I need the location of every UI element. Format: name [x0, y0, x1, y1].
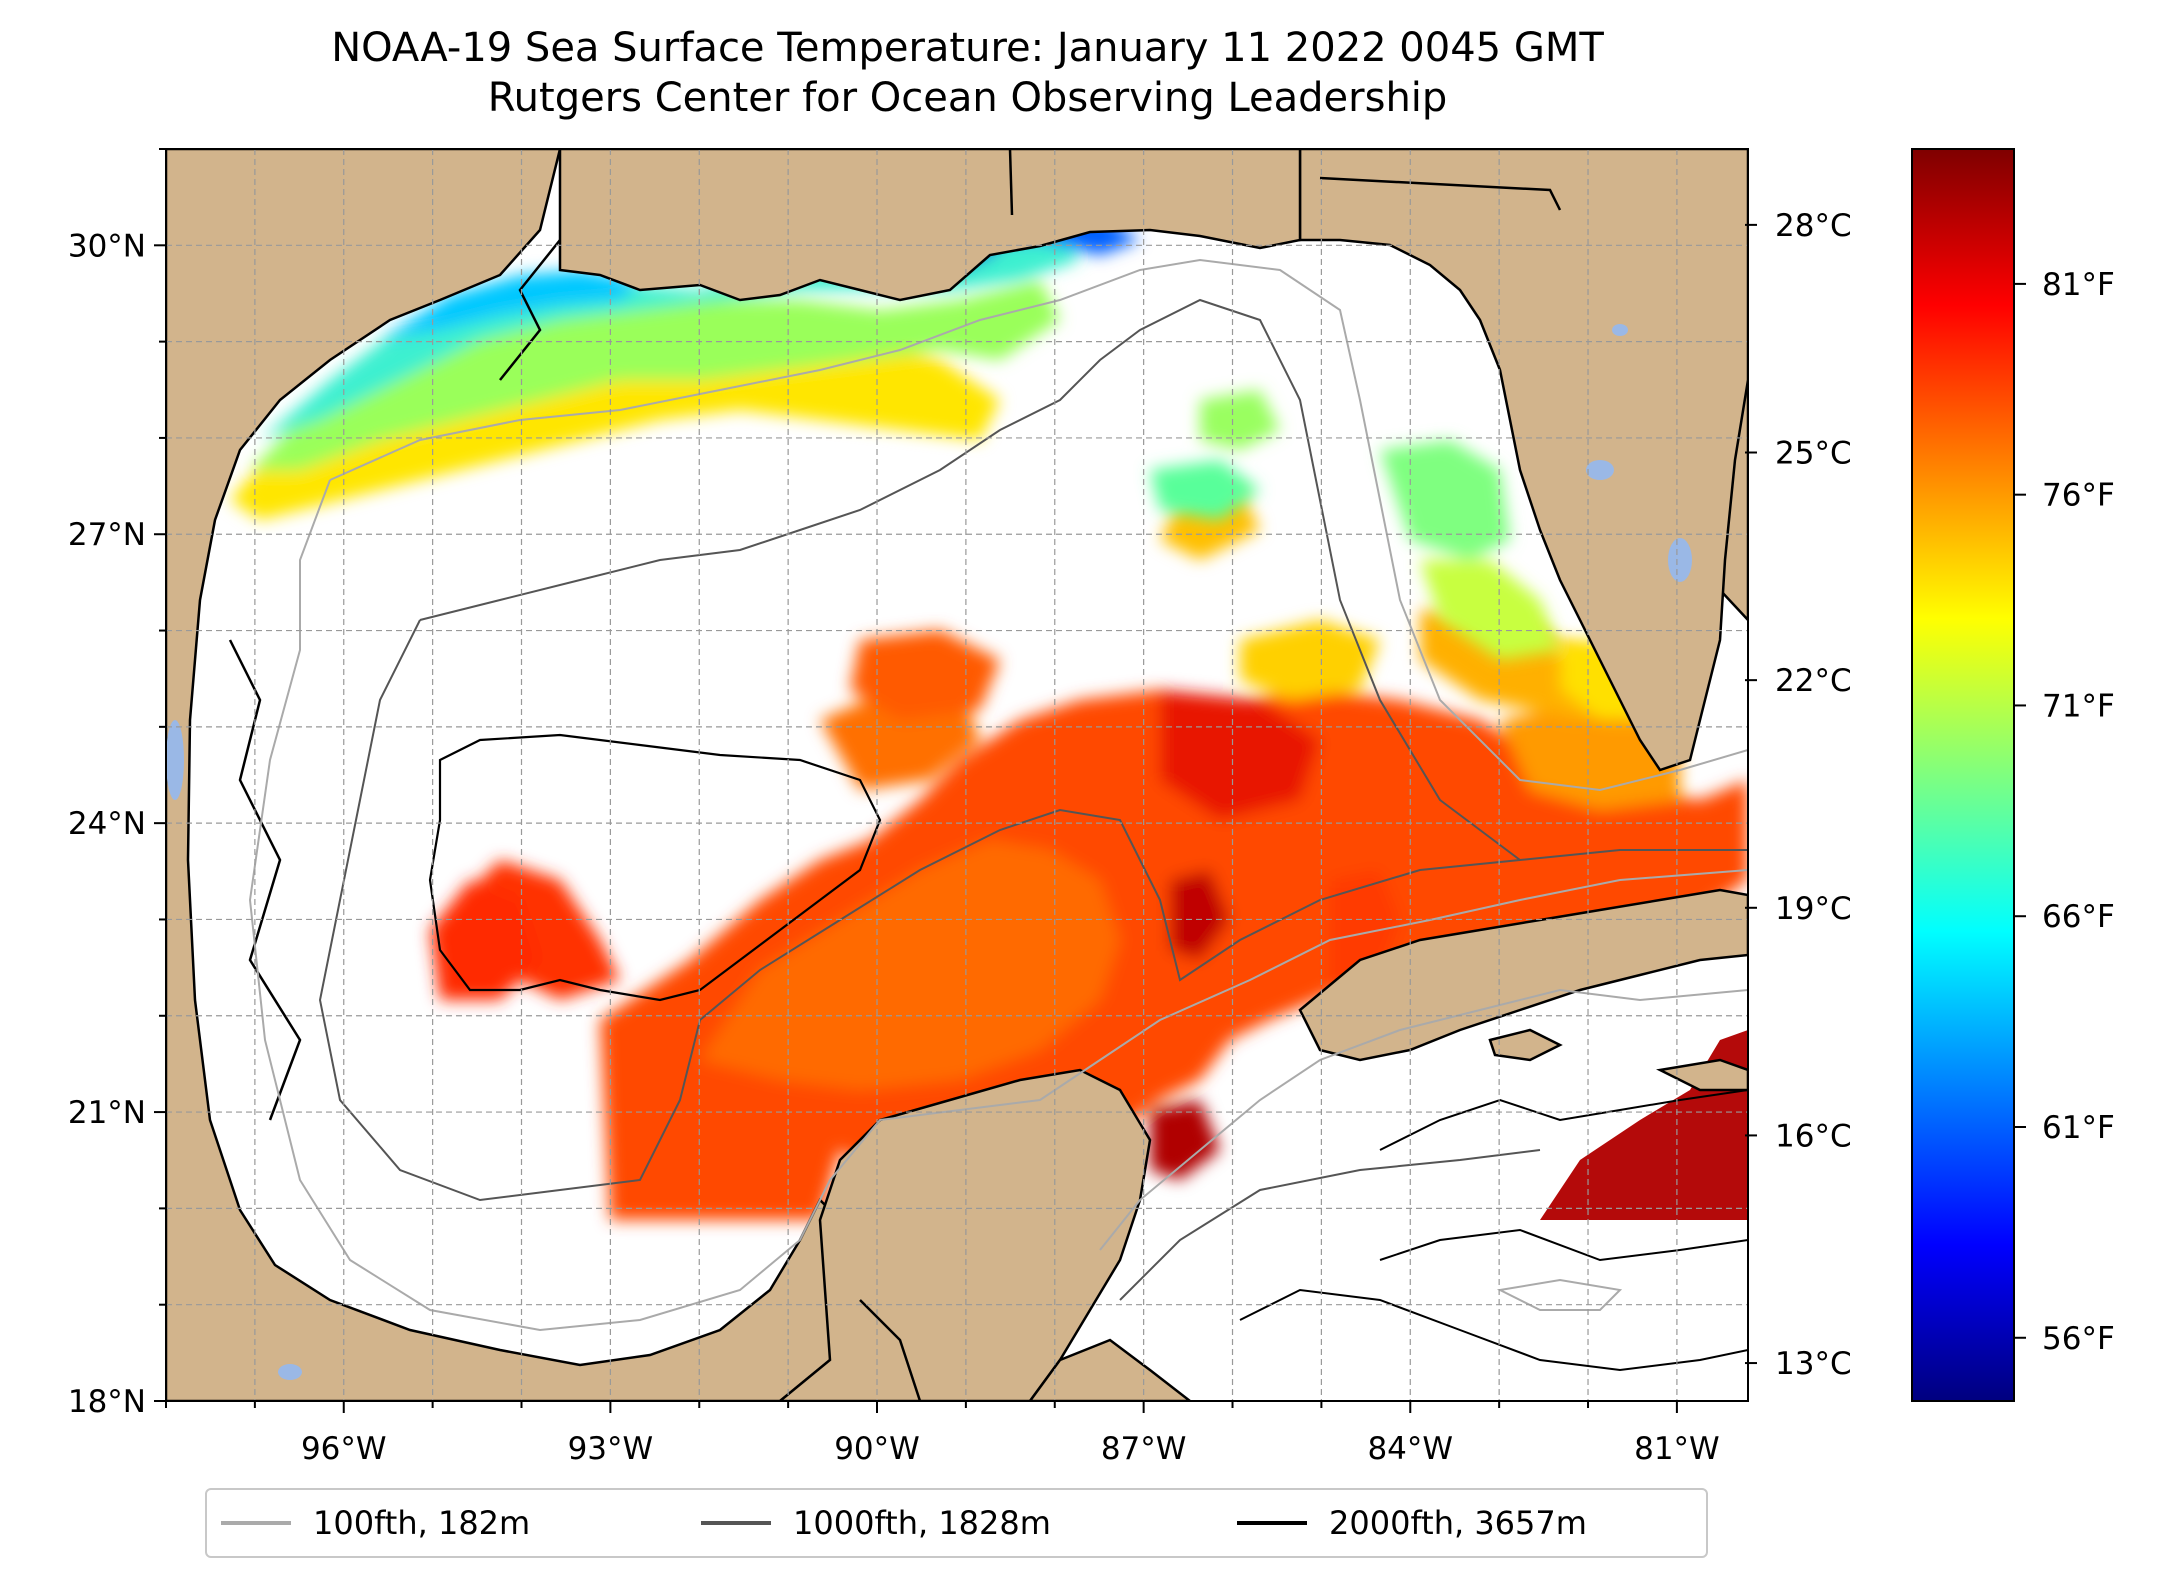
- lat-tick-label: 18°N: [68, 1384, 146, 1420]
- lon-tick-label: 84°W: [1367, 1431, 1453, 1467]
- lon-tick-label: 96°W: [301, 1431, 387, 1467]
- fahrenheit-tick-label: 61°F: [2042, 1110, 2115, 1146]
- celsius-tick-label: 16°C: [1775, 1118, 1852, 1154]
- celsius-tick-label: 28°C: [1775, 208, 1852, 244]
- map-frame: [165, 148, 1749, 1402]
- colorbar: [1911, 148, 2015, 1402]
- fahrenheit-tick-label: 71°F: [2042, 688, 2115, 724]
- legend-item-2000fth: 2000fth, 3657m: [1237, 1490, 1587, 1556]
- legend-item-100fth: 100fth, 182m: [221, 1490, 530, 1556]
- celsius-tick-label: 22°C: [1775, 663, 1852, 699]
- celsius-tick-label: 13°C: [1775, 1346, 1852, 1382]
- florida: [1298, 149, 1748, 772]
- lon-tick-label: 90°W: [834, 1431, 920, 1467]
- legend-label-1000fth: 1000fth, 1828m: [793, 1504, 1051, 1542]
- gulf-states: [558, 149, 1302, 302]
- fahrenheit-tick-label: 76°F: [2042, 478, 2115, 514]
- lakes: [166, 324, 1692, 1380]
- fahrenheit-tick-label: 56°F: [2042, 1321, 2115, 1357]
- celsius-tick-label: 25°C: [1775, 436, 1852, 472]
- lat-tick-label: 27°N: [68, 517, 146, 553]
- map-ticks: 96°W 93°W 90°W 87°W 84°W 81°W 30°N 27°N 24°N 21°N…: [68, 148, 1720, 1467]
- bathymetry-contours: [248, 258, 1748, 1372]
- legend: 100fth, 182m 1000fth, 1828m 2000fth, 365…: [205, 1488, 1708, 1558]
- gridlines: [166, 149, 1748, 1401]
- lon-tick-label: 81°W: [1634, 1431, 1720, 1467]
- lon-tick-label: 93°W: [568, 1431, 654, 1467]
- legend-label-100fth: 100fth, 182m: [313, 1504, 531, 1542]
- legend-swatch-2000fth: [1237, 1521, 1307, 1525]
- colorbar-ticks: 28°C 25°C 22°C 19°C 16°C 13°C 81°F 76°F 71°F 66°F…: [1745, 208, 2115, 1382]
- lat-tick-label: 30°N: [68, 228, 146, 264]
- legend-swatch-1000fth: [701, 1521, 771, 1525]
- title-line-2: Rutgers Center for Ocean Observing Leade…: [487, 75, 1448, 121]
- state-borders: [228, 149, 1562, 1401]
- lat-tick-label: 24°N: [68, 806, 146, 842]
- lat-tick-label: 21°N: [68, 1095, 146, 1131]
- lon-tick-label: 87°W: [1101, 1431, 1187, 1467]
- title-line-1: NOAA-19 Sea Surface Temperature: January…: [331, 25, 1604, 71]
- fahrenheit-tick-label: 81°F: [2042, 267, 2115, 303]
- legend-item-1000fth: 1000fth, 1828m: [701, 1490, 1051, 1556]
- legend-swatch-100fth: [221, 1521, 291, 1525]
- fahrenheit-tick-label: 66°F: [2042, 899, 2115, 935]
- legend-label-2000fth: 2000fth, 3657m: [1329, 1504, 1587, 1542]
- celsius-tick-label: 19°C: [1775, 891, 1852, 927]
